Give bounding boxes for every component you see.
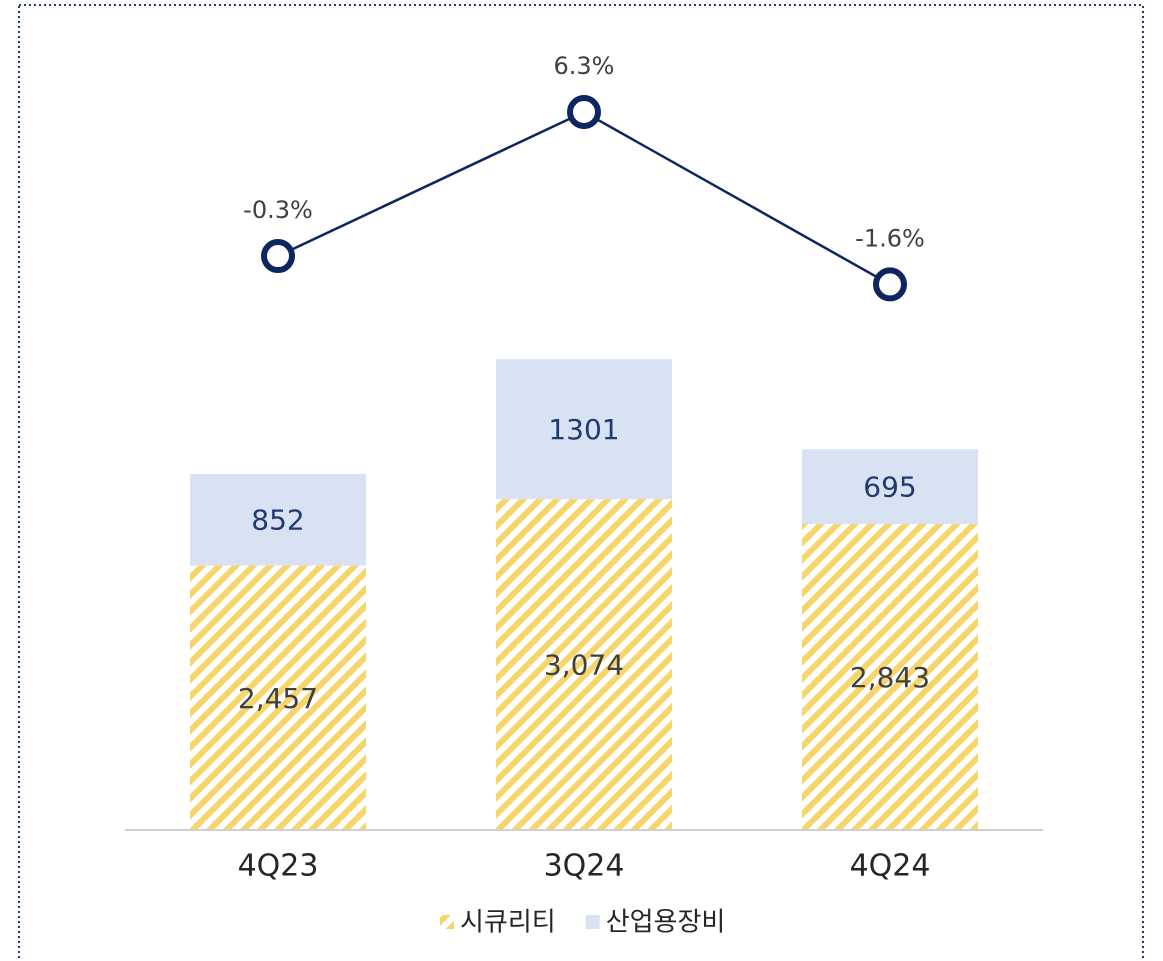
line-marker	[261, 239, 295, 274]
line-marker	[873, 267, 907, 302]
line-marker	[567, 95, 601, 130]
data-label: -0.3%	[243, 196, 313, 224]
data-label: 852	[251, 504, 304, 537]
x-tick-label: 4Q24	[850, 849, 931, 884]
x-tick-label: 3Q24	[544, 849, 625, 884]
legend-label: 산업용장비	[606, 908, 726, 938]
data-label: 2,457	[238, 682, 318, 715]
frame	[18, 4, 1144, 961]
bar-segment	[802, 524, 978, 830]
x-tick-label: 4Q23	[238, 849, 319, 884]
data-label: -1.6%	[855, 224, 925, 252]
line	[277, 110, 891, 286]
bar-segment	[190, 473, 366, 566]
data-label: 6.3%	[554, 52, 615, 80]
bar-segment	[190, 565, 366, 830]
data-label: 1301	[548, 413, 619, 446]
data-label: 2,843	[850, 661, 930, 694]
data-label: 3,074	[544, 649, 624, 682]
data-label: 695	[863, 471, 916, 504]
legend-label: 시큐리티	[460, 908, 556, 938]
legend-swatch	[585, 915, 600, 929]
bar-segment	[496, 359, 672, 500]
bar-segment	[802, 449, 978, 525]
legend-swatch	[440, 915, 454, 929]
bar-segment	[496, 499, 672, 830]
